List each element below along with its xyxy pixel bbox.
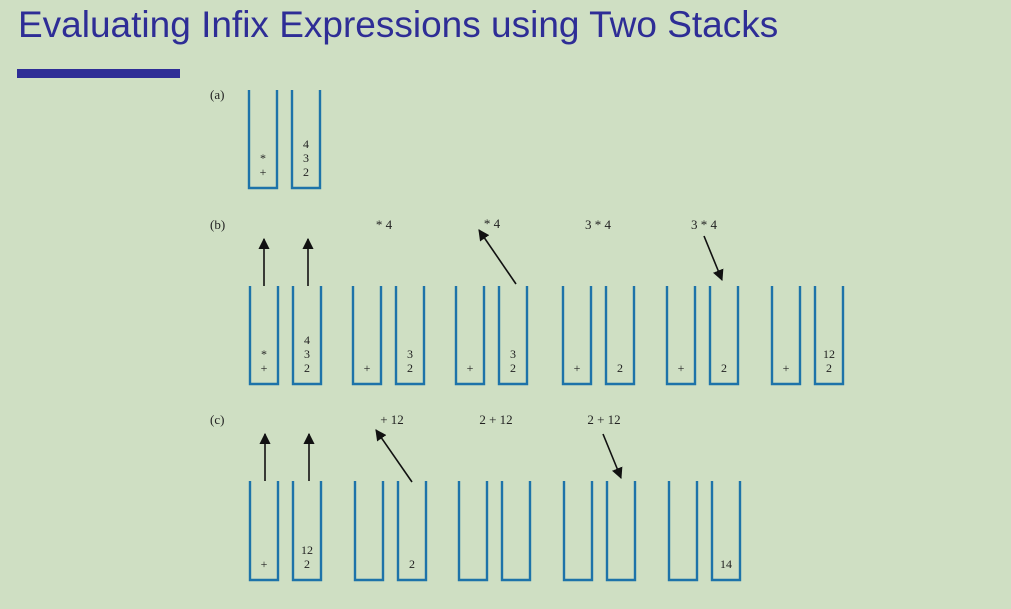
value-stack-item: 2 — [826, 361, 832, 375]
panel-label-b: (b) — [210, 217, 225, 232]
operator-stack-item: + — [678, 361, 685, 375]
expression-label: * 4 — [484, 216, 501, 231]
value-stack — [813, 286, 845, 386]
value-stack-item: 2 — [409, 557, 415, 571]
value-stack — [710, 481, 742, 582]
value-stack-item: 2 — [617, 361, 623, 375]
expression-label: 3 * 4 — [585, 217, 612, 232]
operator-stack-item: + — [260, 165, 267, 179]
operator-stack-item: + — [783, 361, 790, 375]
value-stack — [500, 481, 532, 582]
operator-stack — [561, 286, 593, 386]
pop-arrow — [478, 229, 517, 285]
operator-stack — [248, 286, 280, 386]
operator-stack — [667, 481, 699, 582]
operator-stack — [457, 481, 489, 582]
value-stack-item: 14 — [720, 557, 732, 571]
push-arrow — [703, 235, 724, 282]
pop-arrow — [375, 429, 413, 483]
value-stack-item: 12 — [301, 543, 313, 557]
operator-stack — [770, 286, 802, 386]
title-underline — [17, 69, 180, 78]
value-stack-item: 3 — [510, 347, 516, 361]
value-stack-item: 2 — [510, 361, 516, 375]
value-stack — [291, 286, 323, 386]
value-stack — [708, 286, 740, 386]
value-stack-item: 12 — [823, 347, 835, 361]
value-stack-item: 4 — [303, 137, 309, 151]
operator-stack-item: + — [364, 361, 371, 375]
push-arrow — [602, 433, 623, 480]
operator-stack — [351, 286, 383, 386]
operator-stack — [454, 286, 486, 386]
operator-stack — [353, 481, 385, 582]
value-stack — [604, 286, 636, 386]
expression-label: * 4 — [376, 217, 393, 232]
operator-stack-item: + — [261, 557, 268, 571]
value-stack-item: 2 — [407, 361, 413, 375]
panel-label-a: (a) — [210, 87, 224, 102]
operator-stack-item: + — [467, 361, 474, 375]
operator-stack-item: * — [260, 151, 266, 165]
operator-stack-item: * — [261, 347, 267, 361]
value-stack — [396, 481, 428, 582]
value-stack-item: 3 — [304, 347, 310, 361]
value-stack — [605, 481, 637, 582]
panel-label-c: (c) — [210, 412, 224, 427]
operator-stack — [248, 481, 280, 582]
operator-stack — [665, 286, 697, 386]
value-stack-item: 3 — [303, 151, 309, 165]
value-stack-item: 2 — [303, 165, 309, 179]
expression-label: 3 * 4 — [691, 217, 718, 232]
value-stack — [291, 481, 323, 582]
expression-label: + 12 — [380, 412, 404, 427]
value-stack-item: 2 — [721, 361, 727, 375]
operator-stack — [562, 481, 594, 582]
operator-stack — [247, 90, 279, 190]
expression-label: 2 + 12 — [587, 412, 620, 427]
operator-stack-item: + — [261, 361, 268, 375]
value-stack-item: 4 — [304, 333, 310, 347]
operator-stack-item: + — [574, 361, 581, 375]
value-stack-item: 3 — [407, 347, 413, 361]
slide-title: Evaluating Infix Expressions using Two S… — [18, 4, 779, 45]
value-stack — [394, 286, 426, 386]
value-stack-item: 2 — [304, 361, 310, 375]
value-stack — [290, 90, 322, 190]
value-stack — [497, 286, 529, 386]
expression-label: 2 + 12 — [479, 412, 512, 427]
value-stack-item: 2 — [304, 557, 310, 571]
